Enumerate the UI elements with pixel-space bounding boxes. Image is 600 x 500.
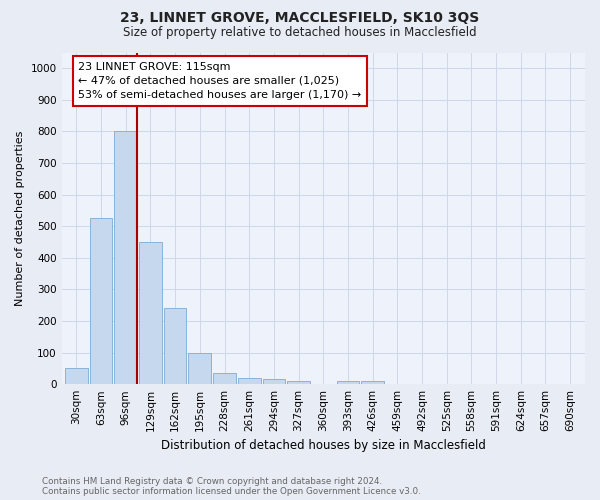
Bar	[89, 218, 112, 384]
Y-axis label: Number of detached properties: Number of detached properties	[15, 130, 25, 306]
Bar	[188, 352, 211, 384]
Text: Size of property relative to detached houses in Macclesfield: Size of property relative to detached ho…	[123, 26, 477, 39]
Bar	[361, 381, 384, 384]
Bar	[115, 132, 137, 384]
Bar	[337, 381, 359, 384]
Bar	[65, 368, 88, 384]
Text: 23, LINNET GROVE, MACCLESFIELD, SK10 3QS: 23, LINNET GROVE, MACCLESFIELD, SK10 3QS	[121, 12, 479, 26]
Bar	[164, 308, 187, 384]
Bar	[287, 381, 310, 384]
X-axis label: Distribution of detached houses by size in Macclesfield: Distribution of detached houses by size …	[161, 440, 486, 452]
Bar	[213, 373, 236, 384]
Text: 23 LINNET GROVE: 115sqm
← 47% of detached houses are smaller (1,025)
53% of semi: 23 LINNET GROVE: 115sqm ← 47% of detache…	[79, 62, 362, 100]
Text: Contains HM Land Registry data © Crown copyright and database right 2024.: Contains HM Land Registry data © Crown c…	[42, 477, 382, 486]
Bar	[263, 380, 285, 384]
Bar	[139, 242, 162, 384]
Bar	[238, 378, 260, 384]
Text: Contains public sector information licensed under the Open Government Licence v3: Contains public sector information licen…	[42, 487, 421, 496]
